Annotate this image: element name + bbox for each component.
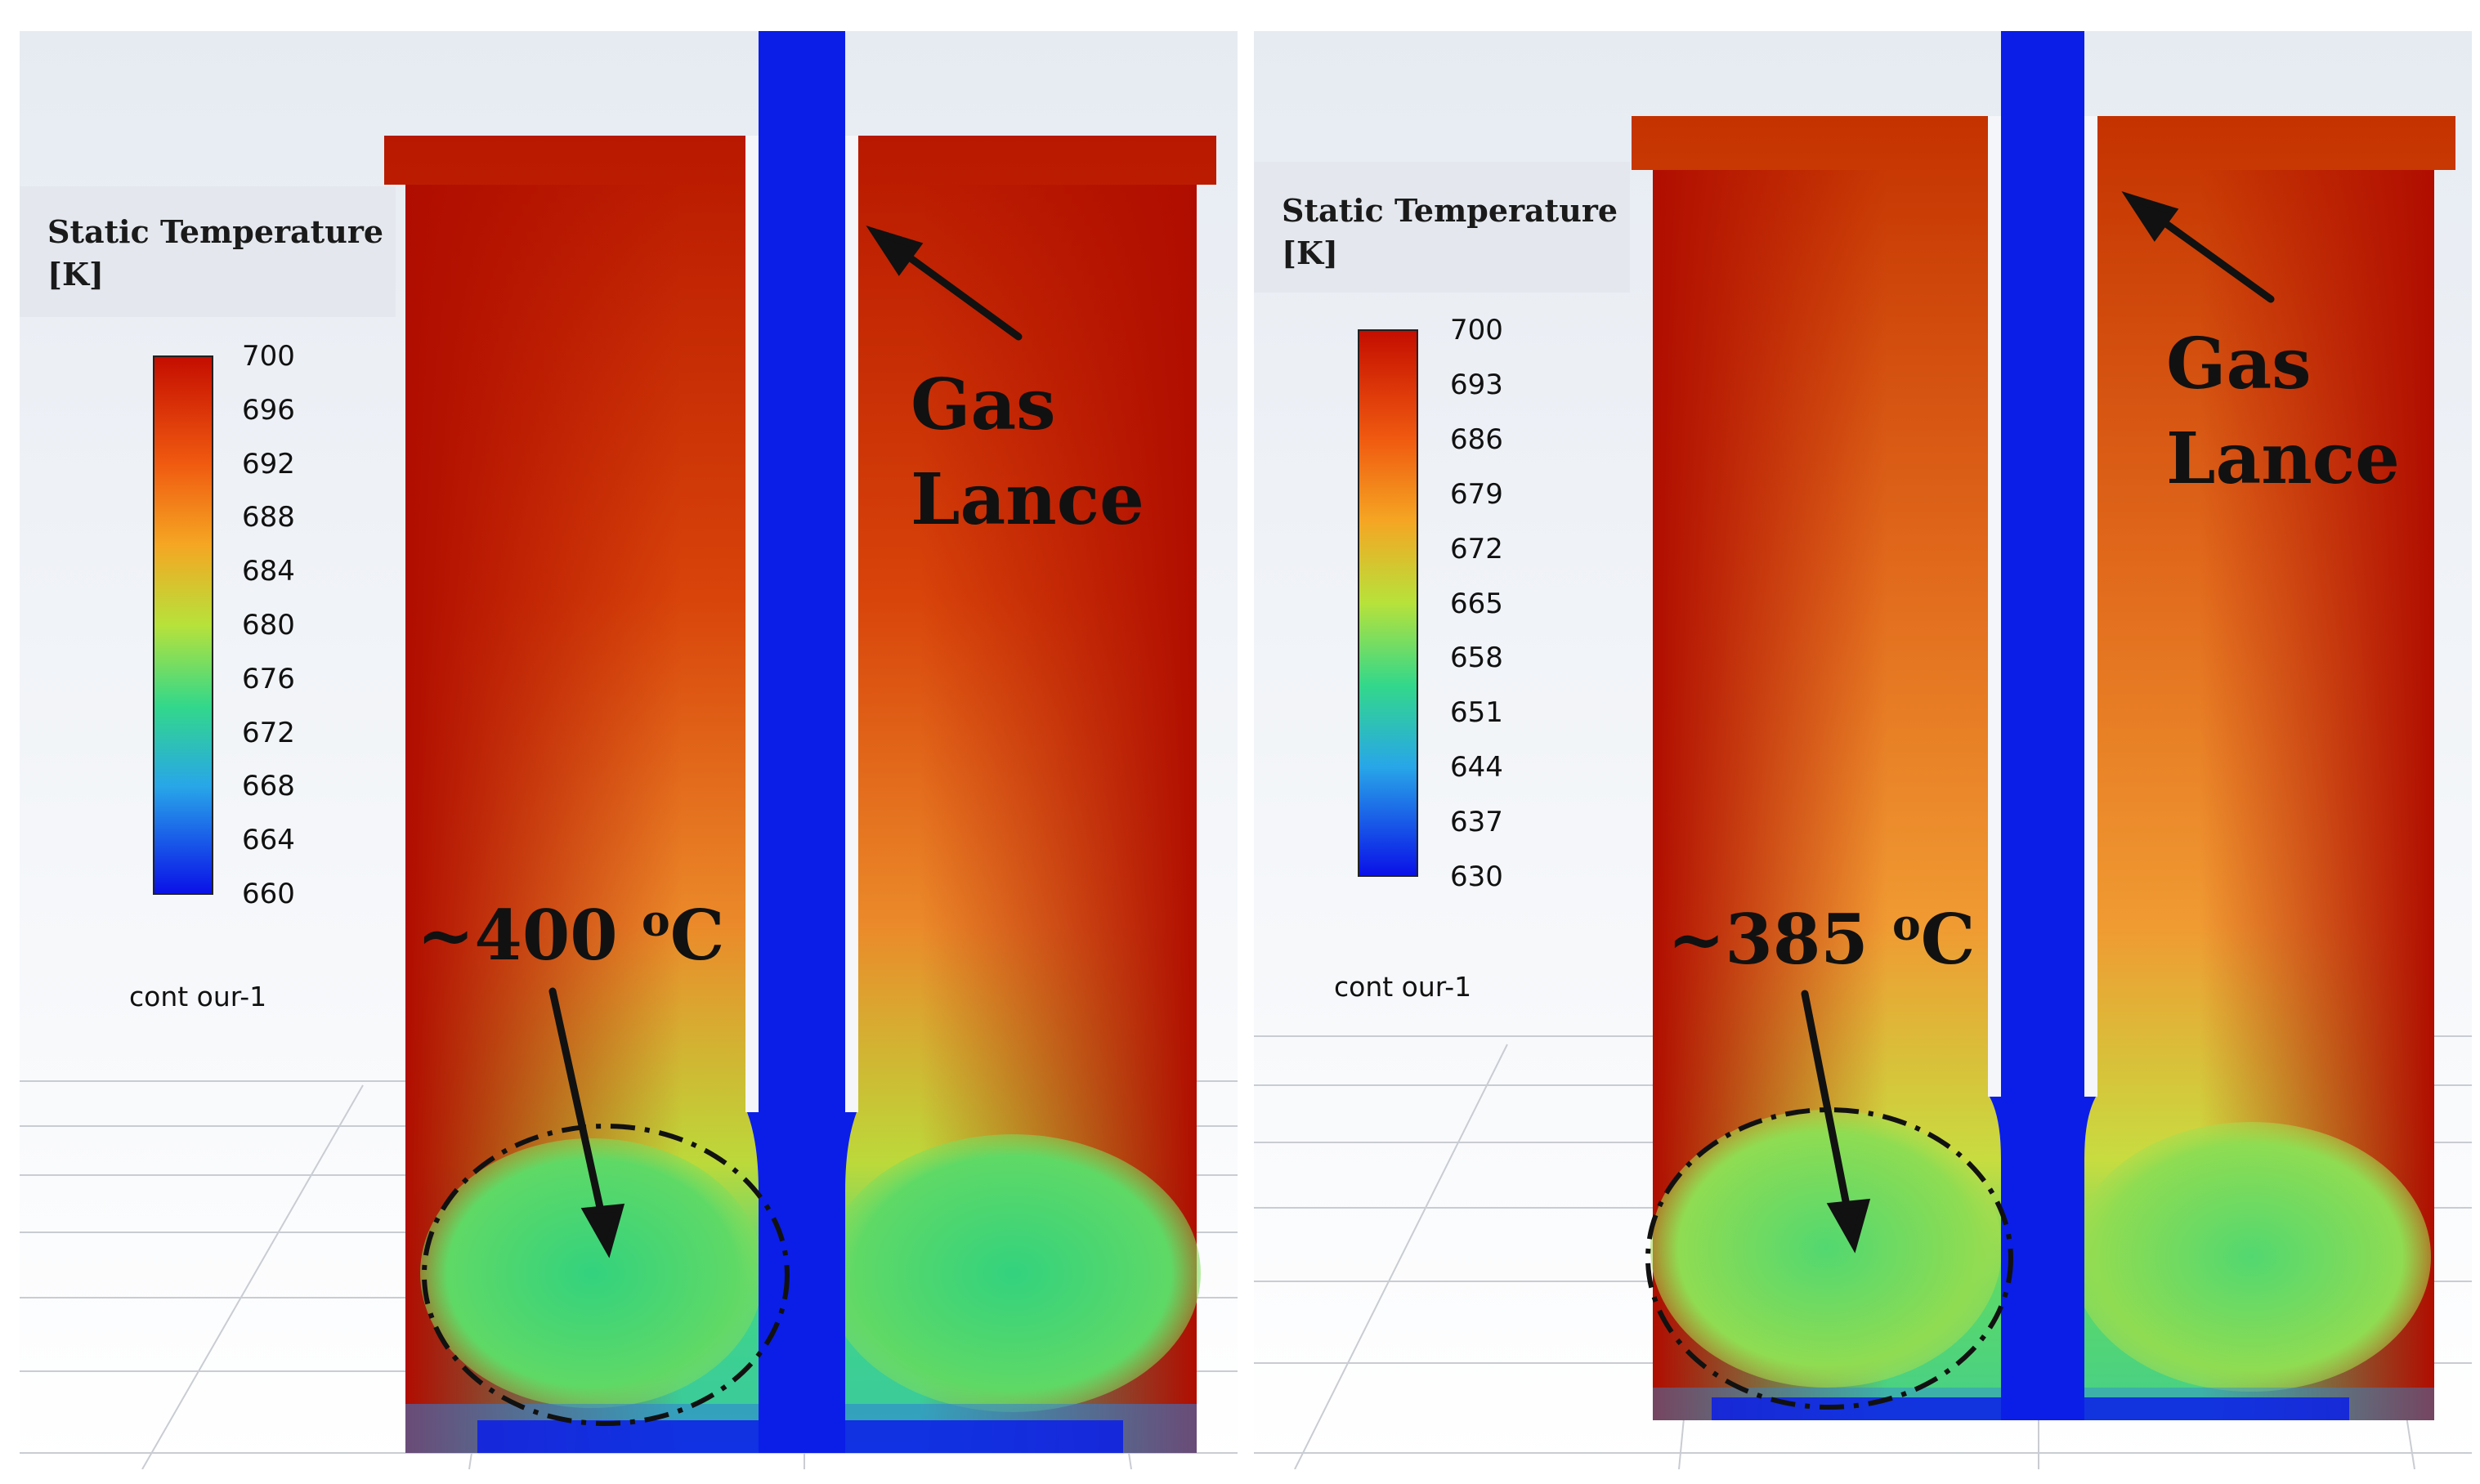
tick-label: 700 — [242, 340, 295, 373]
tick-label: 664 — [242, 824, 295, 856]
legend-title: Static Temperature [K] — [47, 213, 384, 293]
tick-label: 692 — [242, 448, 295, 481]
tick-label: 637 — [1450, 806, 1503, 838]
tick-label: 660 — [242, 878, 295, 910]
contour-panel-left: Static Temperature [K] 700 696 692 688 6… — [20, 31, 1238, 1469]
tick-label: 668 — [242, 770, 295, 802]
tick-label: 679 — [1450, 478, 1503, 511]
contour-panel-right: Static Temperature [K] 700 693 686 679 6… — [1254, 31, 2472, 1469]
contour-scene-right — [1254, 31, 2472, 1469]
gas-lance-callout: Gas Lance — [2166, 323, 2400, 500]
tick-label: 630 — [1450, 860, 1503, 893]
tick-label: 684 — [242, 555, 295, 588]
gas-lance-callout: Gas Lance — [911, 364, 1144, 541]
tick-label: 672 — [1450, 533, 1503, 565]
tick-label: 680 — [242, 609, 295, 641]
tick-label: 686 — [1450, 423, 1503, 456]
tick-label: 672 — [242, 717, 295, 749]
tick-label: 651 — [1450, 696, 1503, 729]
tick-label: 665 — [1450, 588, 1503, 620]
tick-label: 688 — [242, 501, 295, 534]
tick-label: 658 — [1450, 641, 1503, 674]
contour-name: cont our-1 — [129, 981, 267, 1012]
temperature-annotation: ~400 oC — [417, 895, 725, 976]
tick-label: 644 — [1450, 751, 1503, 784]
legend-title: Static Temperature [K] — [1282, 192, 1618, 271]
tick-label: 696 — [242, 394, 295, 427]
tick-label: 700 — [1450, 314, 1503, 346]
tick-label: 676 — [242, 663, 295, 695]
temperature-annotation: ~385 oC — [1668, 899, 1976, 980]
contour-name: cont our-1 — [1334, 971, 1472, 1003]
contour-scene-left — [20, 31, 1238, 1469]
tick-label: 693 — [1450, 369, 1503, 401]
